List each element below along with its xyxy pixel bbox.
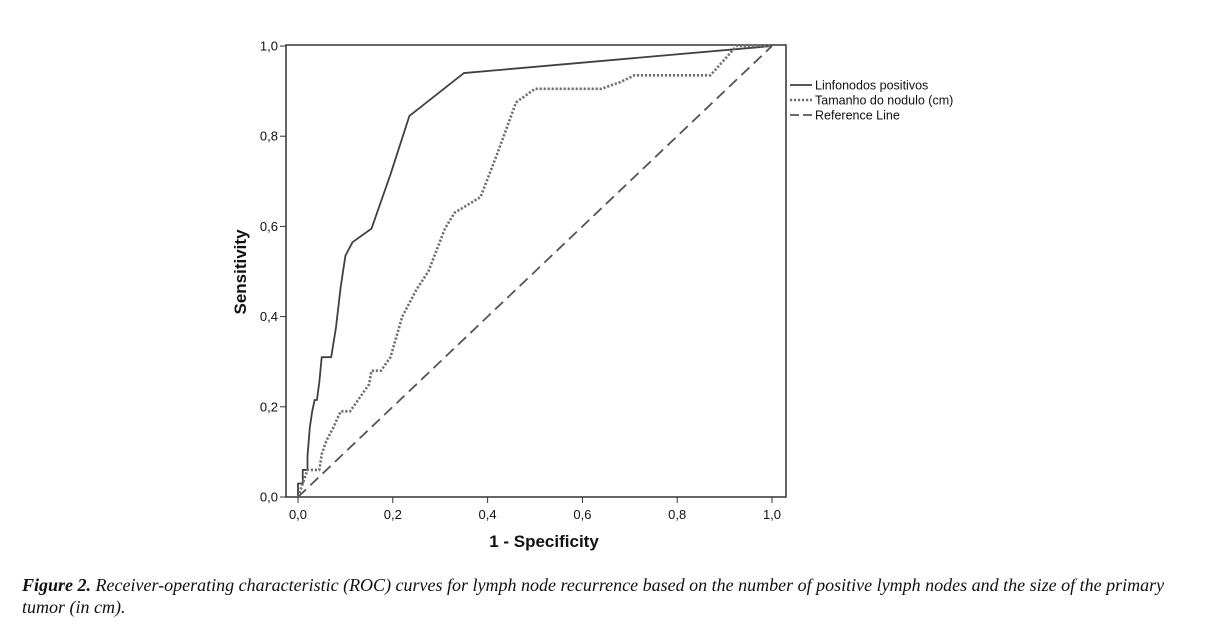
figure-caption: Figure 2. Receiver-operating characteris…: [22, 574, 1192, 618]
x-tick-label: 0,8: [668, 507, 686, 522]
roc-chart: 0,0 0,2 0,4 0,6 0,8 1,0 0,0 0,2 0,4 0,6 0,8 1,0 1 - …: [231, 39, 953, 552]
y-tick-label: 0,0: [260, 490, 278, 505]
y-tick-label: 0,2: [260, 399, 278, 414]
y-tick-label: 0,6: [260, 219, 278, 234]
x-tick-label: 1,0: [763, 507, 781, 522]
x-axis-title: 1 - Specificity: [489, 532, 599, 551]
figure-caption-text: Receiver-operating characteristic (ROC) …: [22, 575, 1165, 617]
x-tick-label: 0,2: [384, 507, 402, 522]
series-line-2: [296, 44, 772, 498]
y-tick-label: 1,0: [260, 39, 278, 54]
y-tick-label: 0,4: [260, 309, 278, 324]
x-tick-label: 0,0: [289, 507, 307, 522]
plot-frame: [285, 44, 787, 498]
series-line-3: [297, 45, 773, 498]
legend-label-3: Reference Line: [815, 109, 900, 123]
legend-label-2: Tamanho do nodulo (cm): [815, 94, 953, 108]
y-tick-label: 0,8: [260, 129, 278, 144]
legend-label-1: Linfonodos positivos: [815, 79, 928, 93]
y-axis-title: Sensitivity: [231, 229, 250, 315]
x-tick-label: 0,6: [573, 507, 591, 522]
figure-caption-label: Figure 2.: [22, 575, 92, 595]
x-tick-label: 0,4: [479, 507, 497, 522]
